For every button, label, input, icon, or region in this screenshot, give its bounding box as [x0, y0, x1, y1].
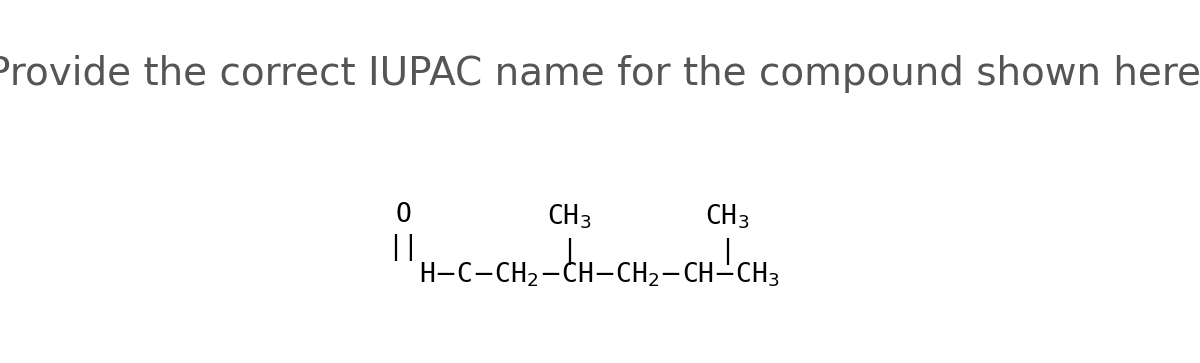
Text: CH$_3$: CH$_3$	[704, 202, 749, 231]
Text: ||: ||	[388, 234, 419, 261]
Text: O: O	[396, 202, 412, 228]
Text: |: |	[562, 238, 577, 265]
Text: H$-$C$-$CH$_2$$-$CH$-$CH$_2$$-$CH$-$CH$_3$: H$-$C$-$CH$_2$$-$CH$-$CH$_2$$-$CH$-$CH$_…	[420, 261, 780, 289]
Text: |: |	[719, 238, 734, 265]
Text: CH$_3$: CH$_3$	[547, 202, 592, 231]
Text: Provide the correct IUPAC name for the compound shown here.: Provide the correct IUPAC name for the c…	[0, 55, 1200, 93]
